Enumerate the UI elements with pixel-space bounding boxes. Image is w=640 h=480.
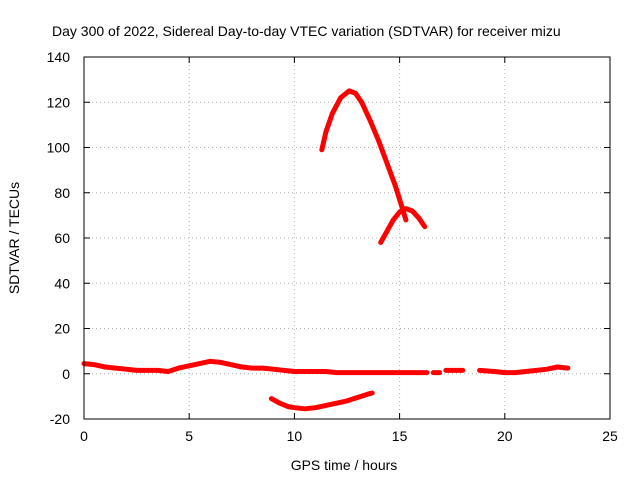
y-tick-label: 80 (54, 185, 70, 201)
y-tick-label: 60 (54, 230, 70, 246)
x-tick-label: 20 (497, 428, 513, 444)
axis-ticks (83, 56, 611, 420)
series-line-secondary-arc (378, 206, 428, 245)
x-tick-label: 0 (80, 428, 88, 444)
x-tick-labels: 0 5 10 15 20 25 (80, 428, 618, 444)
series-line-large-peak (319, 88, 409, 223)
grid-lines (84, 57, 610, 419)
x-axis-title: GPS time / hours (291, 457, 398, 473)
y-tick-labels: -20 0 20 40 60 80 100 120 140 (47, 49, 71, 427)
y-tick-label: -20 (50, 411, 70, 427)
series-line-negative-dip (268, 390, 375, 412)
plot-frame (83, 56, 611, 420)
x-tick-label: 15 (392, 428, 408, 444)
y-axis-title: SDTVAR / TECUs (6, 182, 22, 294)
y-tick-label: 140 (47, 49, 71, 65)
x-tick-label: 10 (287, 428, 303, 444)
x-tick-label: 25 (602, 428, 618, 444)
series-line-baseline (81, 358, 430, 376)
x-tick-label: 5 (185, 428, 193, 444)
series-line-baseline-late-c (477, 364, 571, 376)
y-tick-label: 20 (54, 321, 70, 337)
chart-title: Day 300 of 2022, Sidereal Day-to-day VTE… (52, 23, 561, 39)
y-tick-label: 120 (47, 94, 71, 110)
y-tick-label: 100 (47, 140, 71, 156)
data-series-group (81, 88, 571, 412)
y-tick-label: 40 (54, 275, 70, 291)
y-tick-label: 0 (62, 366, 70, 382)
